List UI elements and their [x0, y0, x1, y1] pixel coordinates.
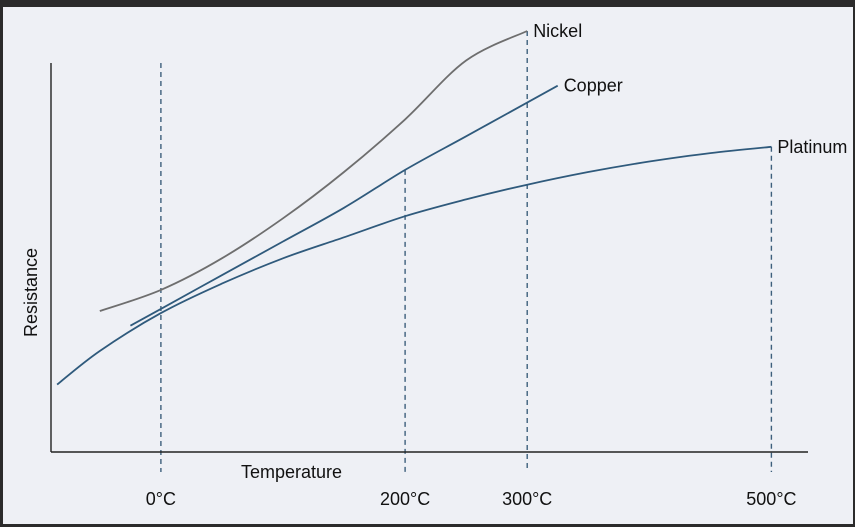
platinum-label: Platinum: [777, 137, 847, 157]
y-axis-title: Resistance: [21, 248, 41, 337]
axes: [50, 63, 808, 453]
platinum-curve: [56, 145, 772, 386]
copper-curve: [129, 84, 559, 327]
chart-frame: Nickel Copper Platinum 0°C 200°C 300°C 500°C …: [3, 7, 853, 524]
nickel-label: Nickel: [533, 21, 582, 41]
series-labels: Nickel Copper Platinum: [533, 21, 847, 157]
copper-label: Copper: [564, 76, 623, 96]
x-axis-title: Temperature: [241, 462, 342, 482]
tick-labels: 0°C 200°C 300°C 500°C: [146, 489, 797, 509]
x-tick-label: 300°C: [502, 489, 552, 509]
nickel-curve: [99, 30, 528, 312]
x-tick-label: 200°C: [380, 489, 430, 509]
resistance-curves: [56, 30, 772, 386]
x-tick-label: 500°C: [746, 489, 796, 509]
x-tick-label: 0°C: [146, 489, 176, 509]
temperature-guides: [160, 31, 773, 472]
